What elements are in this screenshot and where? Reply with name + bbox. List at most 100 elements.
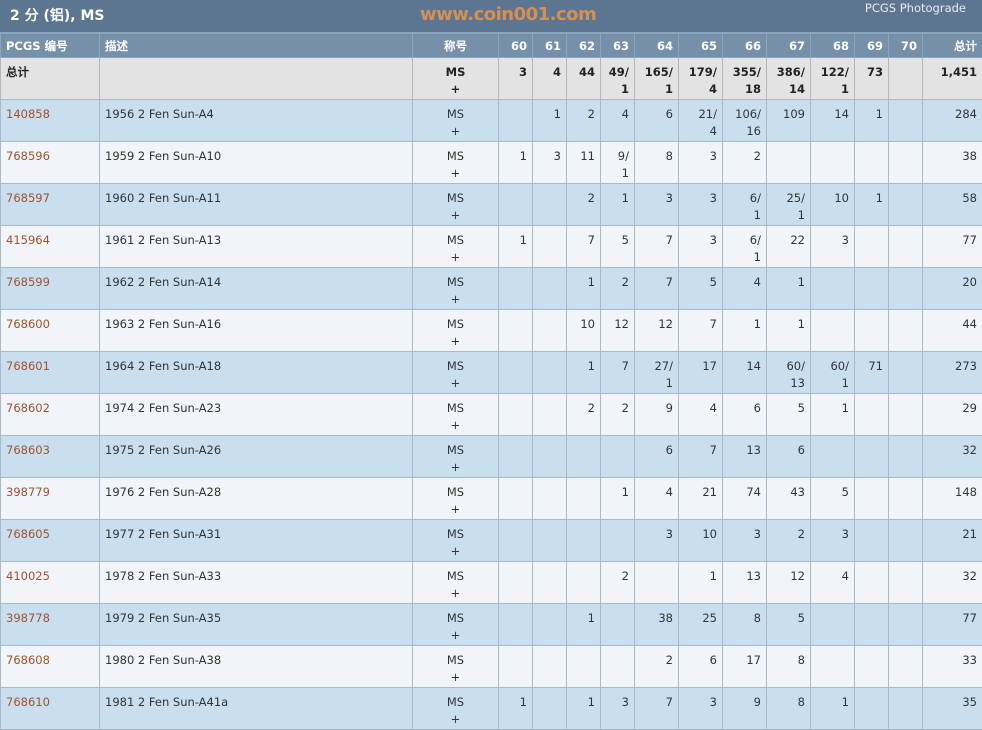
population-count[interactable]: 21/4 <box>698 107 717 138</box>
population-count[interactable]: 122/1 <box>820 65 849 96</box>
row-total[interactable]: 29 <box>922 393 982 436</box>
population-count[interactable]: 17 <box>746 653 761 667</box>
header-grade-63[interactable]: 63 <box>600 33 635 58</box>
population-count[interactable]: 2 <box>587 401 595 415</box>
header-grade-69[interactable]: 69 <box>854 33 889 58</box>
population-count[interactable]: 109 <box>783 107 805 121</box>
population-count[interactable]: 2 <box>587 107 595 121</box>
population-count[interactable]: 60/1 <box>830 359 849 390</box>
pcgs-number-link[interactable]: 768599 <box>6 275 50 289</box>
population-count[interactable]: 3 <box>621 695 629 709</box>
population-count[interactable]: 4 <box>665 485 673 499</box>
header-grade-67[interactable]: 67 <box>766 33 811 58</box>
population-count[interactable]: 43 <box>790 485 805 499</box>
population-count[interactable]: 1 <box>841 401 849 415</box>
population-count[interactable]: 3 <box>553 149 561 163</box>
population-count[interactable]: 7 <box>665 233 673 247</box>
pcgs-number-link[interactable]: 398779 <box>6 485 50 499</box>
population-count[interactable]: 13 <box>746 569 761 583</box>
population-count[interactable]: 1 <box>587 695 595 709</box>
population-count[interactable]: 1 <box>875 107 883 121</box>
population-count[interactable]: 9 <box>665 401 673 415</box>
pcgs-number-link[interactable]: 140858 <box>6 107 50 121</box>
population-count[interactable]: 1 <box>621 191 629 205</box>
pcgs-number-link[interactable]: 768608 <box>6 653 50 667</box>
population-count[interactable]: 2 <box>587 191 595 205</box>
population-count[interactable]: 2 <box>753 149 761 163</box>
header-grade-61[interactable]: 61 <box>532 33 567 58</box>
pcgs-number-link[interactable]: 415964 <box>6 233 50 247</box>
population-count[interactable]: 38 <box>658 611 673 625</box>
population-count[interactable]: 1 <box>587 611 595 625</box>
population-count[interactable]: 1 <box>519 233 527 247</box>
population-count[interactable]: 5 <box>797 401 805 415</box>
population-count[interactable]: 22 <box>790 233 805 247</box>
row-total[interactable]: 33 <box>922 645 982 688</box>
population-count[interactable]: 13 <box>746 443 761 457</box>
population-count[interactable]: 10 <box>702 527 717 541</box>
pcgs-number-link[interactable]: 768597 <box>6 191 50 205</box>
population-count[interactable]: 8 <box>753 611 761 625</box>
population-count[interactable]: 6/1 <box>749 233 761 264</box>
population-count[interactable]: 21 <box>702 485 717 499</box>
population-count[interactable]: 7 <box>665 695 673 709</box>
population-count[interactable]: 5 <box>709 275 717 289</box>
population-count[interactable]: 8 <box>665 149 673 163</box>
population-count[interactable]: 3 <box>709 233 717 247</box>
population-count[interactable]: 1 <box>841 695 849 709</box>
population-count[interactable]: 3 <box>753 527 761 541</box>
population-count[interactable]: 6/1 <box>749 191 761 222</box>
header-description[interactable]: 描述 <box>99 33 413 58</box>
population-count[interactable]: 179/4 <box>688 65 717 96</box>
population-count[interactable]: 6 <box>665 443 673 457</box>
population-count[interactable]: 44 <box>578 65 595 79</box>
population-count[interactable]: 6 <box>665 107 673 121</box>
population-count[interactable]: 3 <box>665 191 673 205</box>
header-grade-68[interactable]: 68 <box>810 33 855 58</box>
population-count[interactable]: 6 <box>797 443 805 457</box>
population-count[interactable]: 1 <box>519 149 527 163</box>
row-total[interactable]: 77 <box>922 225 982 268</box>
row-total[interactable]: 44 <box>922 309 982 352</box>
header-pcgs-number[interactable]: PCGS 编号 <box>0 33 100 58</box>
population-count[interactable]: 3 <box>841 527 849 541</box>
header-grade-60[interactable]: 60 <box>498 33 533 58</box>
row-total[interactable]: 77 <box>922 603 982 646</box>
pcgs-number-link[interactable]: 768605 <box>6 527 50 541</box>
row-total[interactable]: 20 <box>922 267 982 310</box>
population-count[interactable]: 9 <box>753 695 761 709</box>
population-count[interactable]: 71 <box>868 359 883 373</box>
population-count[interactable]: 10 <box>834 191 849 205</box>
header-grade-70[interactable]: 70 <box>888 33 923 58</box>
population-count[interactable]: 8 <box>797 653 805 667</box>
header-designation[interactable]: 称号 <box>412 33 499 58</box>
pcgs-number-link[interactable]: 768602 <box>6 401 50 415</box>
population-count[interactable]: 1 <box>875 191 883 205</box>
population-count[interactable]: 1 <box>753 317 761 331</box>
population-count[interactable]: 355/18 <box>732 65 761 96</box>
population-count[interactable]: 7 <box>665 275 673 289</box>
population-count[interactable]: 1 <box>797 317 805 331</box>
population-count[interactable]: 12 <box>790 569 805 583</box>
pcgs-number-link[interactable]: 768600 <box>6 317 50 331</box>
row-total[interactable]: 21 <box>922 519 982 562</box>
row-total[interactable]: 32 <box>922 561 982 604</box>
population-count[interactable]: 3 <box>518 65 527 79</box>
row-total[interactable]: 58 <box>922 183 982 226</box>
population-count[interactable]: 5 <box>841 485 849 499</box>
population-count[interactable]: 4 <box>709 401 717 415</box>
population-count[interactable]: 27/1 <box>654 359 673 390</box>
photograde-link[interactable]: PCGS Photograde <box>864 1 966 15</box>
population-count[interactable]: 4 <box>753 275 761 289</box>
population-count[interactable]: 12 <box>658 317 673 331</box>
population-count[interactable]: 7 <box>587 233 595 247</box>
header-grade-64[interactable]: 64 <box>634 33 679 58</box>
population-count[interactable]: 4 <box>552 65 561 79</box>
pcgs-number-link[interactable]: 768610 <box>6 695 50 709</box>
population-count[interactable]: 1 <box>553 107 561 121</box>
population-count[interactable]: 6 <box>709 653 717 667</box>
population-count[interactable]: 2 <box>621 569 629 583</box>
population-count[interactable]: 2 <box>621 275 629 289</box>
population-count[interactable]: 7 <box>709 317 717 331</box>
population-count[interactable]: 2 <box>621 401 629 415</box>
